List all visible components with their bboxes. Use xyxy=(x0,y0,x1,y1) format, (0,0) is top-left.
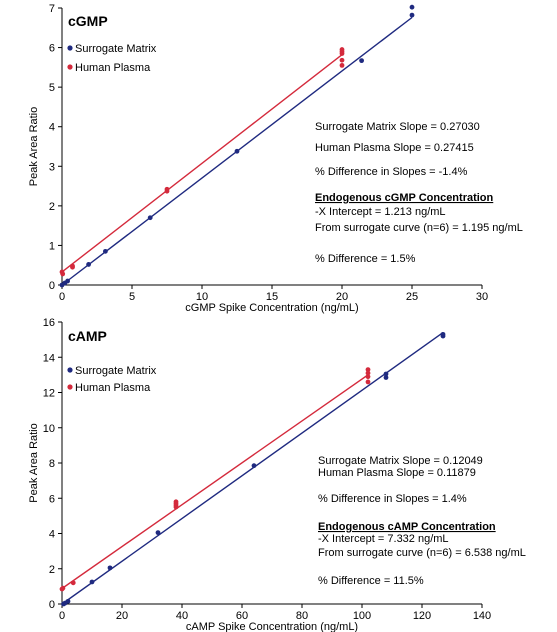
chart2-x-tick-label: 0 xyxy=(59,610,65,622)
chart2-x-axis-label: cAMP Spike Concentration (ng/mL) xyxy=(186,621,358,632)
chart2-x-tick-label: 40 xyxy=(176,610,188,622)
chart2-x-tick-label: 80 xyxy=(296,610,308,622)
chart2-data-point xyxy=(383,375,389,380)
chart1-annotation: -X Intercept = 1.213 ng/mL xyxy=(315,206,446,218)
chart2-data-point xyxy=(60,585,66,591)
chart1-legend-marker xyxy=(67,64,73,70)
chart1-data-point xyxy=(339,47,345,52)
chart2-data-point xyxy=(365,379,371,385)
chart2-annotation: Human Plasma Slope = 0.11879 xyxy=(318,467,476,479)
chart1-data-point xyxy=(86,262,91,267)
chart1-x-tick-label: 15 xyxy=(266,291,278,303)
chart2-annotation: -X Intercept = 7.332 ng/mL xyxy=(318,533,449,545)
chart2-data-point xyxy=(65,598,71,604)
chart1-x-axis-label: cGMP Spike Concentration (ng/mL) xyxy=(185,302,358,314)
chart2-annotation: % Difference = 11.5% xyxy=(318,575,424,587)
chart1-annotation: Human Plasma Slope = 0.27415 xyxy=(315,142,474,154)
chart2-y-tick-label: 4 xyxy=(49,529,55,541)
chart1-data-point xyxy=(103,248,108,254)
chart2-y-tick-label: 8 xyxy=(49,458,55,470)
chart1-x-tick-label: 30 xyxy=(476,291,488,303)
chart1-title: cGMP xyxy=(68,13,108,29)
chart1-data-point xyxy=(339,57,345,63)
chart1-annotation: % Difference in Slopes = -1.4% xyxy=(315,166,468,178)
chart1-y-tick-label: 4 xyxy=(49,122,55,134)
chart2-annotation: Surrogate Matrix Slope = 0.12049 xyxy=(318,455,483,467)
chart2-y-tick-label: 10 xyxy=(43,423,55,435)
chart2-x-tick-label: 60 xyxy=(236,610,248,622)
chart2-y-tick-label: 6 xyxy=(49,493,55,505)
chart1-x-tick-label: 25 xyxy=(406,291,418,303)
chart2-y-tick-label: 14 xyxy=(43,352,55,364)
chart2-fit-line-1 xyxy=(61,332,444,605)
chart2-data-point xyxy=(107,565,113,571)
chart1-data-point xyxy=(60,271,66,277)
chart2-title: cAMP xyxy=(68,328,107,344)
chart2-y-tick-label: 2 xyxy=(49,564,55,576)
chart2-legend-marker xyxy=(67,367,73,373)
chart2-data-point xyxy=(89,579,95,585)
chart1-y-axis-label: Peak Area Ratio xyxy=(28,107,40,187)
chart2-annotation-heading: Endogenous cAMP Concentration xyxy=(318,521,496,533)
chart1-data-point xyxy=(65,278,70,284)
chart1-legend-label: Human Plasma xyxy=(75,62,151,74)
chart1-x-tick-label: 20 xyxy=(336,291,348,303)
chart2-x-tick-label: 100 xyxy=(353,610,371,622)
chart2-fit-line-2 xyxy=(61,374,369,590)
chart2-data-point xyxy=(155,530,161,536)
chart2-data-point xyxy=(383,371,389,377)
chart2-y-axis-label: Peak Area Ratio xyxy=(28,423,40,503)
chart1-y-tick-label: 2 xyxy=(49,201,55,213)
chart1-x-tick-label: 5 xyxy=(129,291,135,303)
chart1-data-point xyxy=(164,186,170,192)
chart2-data-point xyxy=(251,463,257,469)
chart1-data-point xyxy=(339,62,345,68)
chart1-data-point xyxy=(409,12,415,18)
chart1-data-point xyxy=(70,264,75,270)
chart2-annotation: From surrogate curve (n=6) = 6.538 ng/mL xyxy=(318,547,526,559)
chart2-x-tick-label: 120 xyxy=(413,610,431,622)
chart1-annotation: Surrogate Matrix Slope = 0.27030 xyxy=(315,121,480,133)
chart1-y-tick-label: 1 xyxy=(49,240,55,252)
chart1-legend-marker xyxy=(67,45,73,51)
chart1-annotation-heading: Endogenous cGMP Concentration xyxy=(315,192,494,204)
chart2-data-point xyxy=(70,580,76,586)
chart2-data-point xyxy=(440,331,446,337)
chart1-fit-line-2 xyxy=(61,54,343,273)
chart2-data-point xyxy=(365,370,371,376)
chart2-annotation: % Difference in Slopes = 1.4% xyxy=(318,493,467,505)
chart1-annotation: From surrogate curve (n=6) = 1.195 ng/mL xyxy=(315,222,523,234)
chart1-y-tick-label: 7 xyxy=(49,3,55,15)
chart1-y-tick-label: 0 xyxy=(49,280,55,292)
chart1-annotation: % Difference = 1.5% xyxy=(315,253,416,265)
chart2-y-tick-label: 12 xyxy=(43,388,55,400)
chart2-legend-label: Human Plasma xyxy=(75,382,151,394)
chart1-x-tick-label: 0 xyxy=(59,291,65,303)
chart1-y-tick-label: 6 xyxy=(49,43,55,55)
chart1-data-point xyxy=(409,4,415,10)
chart2-x-tick-label: 140 xyxy=(473,610,491,622)
chart1-y-tick-label: 3 xyxy=(49,161,55,173)
chart1-data-point xyxy=(147,215,153,221)
chart1-x-tick-label: 10 xyxy=(196,291,208,303)
chart2-x-tick-label: 20 xyxy=(116,610,128,622)
chart1-data-point xyxy=(234,148,240,154)
chart2-data-point xyxy=(365,374,371,380)
chart2-legend-marker xyxy=(67,384,73,390)
chart2-data-point xyxy=(173,499,179,505)
chart2-data-point xyxy=(365,367,371,372)
chart1-data-point xyxy=(359,58,364,64)
chart2-legend-label: Surrogate Matrix xyxy=(75,365,157,377)
chart1-y-tick-label: 5 xyxy=(49,82,55,94)
chart1-legend-label: Surrogate Matrix xyxy=(75,43,157,55)
chart2-y-tick-label: 0 xyxy=(49,599,55,611)
chart2-y-tick-label: 16 xyxy=(43,317,55,329)
